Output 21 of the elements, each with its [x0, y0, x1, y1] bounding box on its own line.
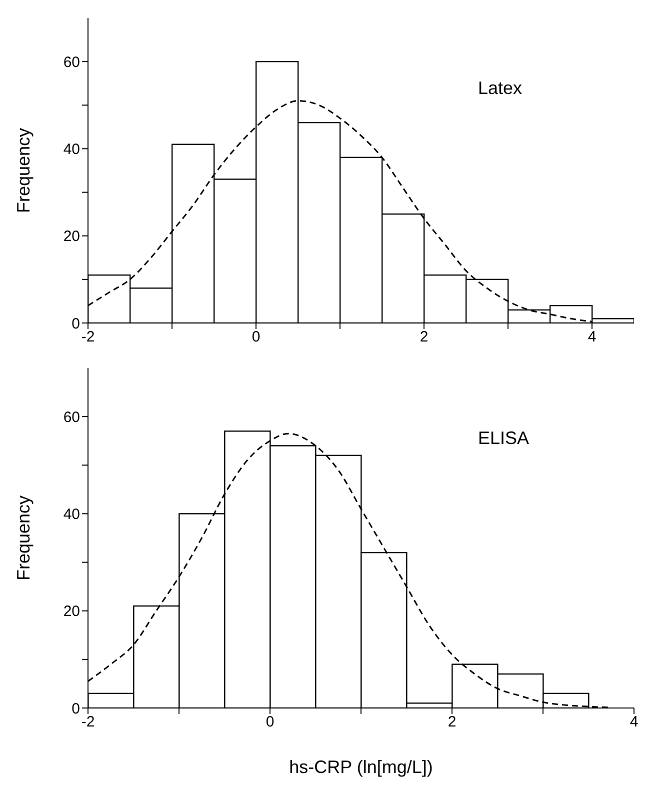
y-axis-title: Frequency: [13, 495, 34, 581]
y-tick-label: 40: [63, 141, 80, 158]
annotation: ELISA: [478, 428, 530, 449]
x-tick-label: 0: [252, 328, 260, 346]
x-axis-title: hs-CRP (ln[mg/L]): [289, 757, 433, 777]
x-tick-label: 2: [420, 328, 428, 346]
x-tick-label: 4: [588, 328, 596, 346]
x-tick-label: -2: [81, 328, 95, 346]
x-tick-label: -2: [81, 714, 95, 731]
x-tick-label: 2: [448, 714, 456, 731]
x-tick-label: 4: [630, 714, 638, 731]
y-tick-label: 60: [63, 408, 80, 426]
y-tick-label: 20: [63, 603, 80, 620]
y-tick-label: 0: [72, 315, 80, 332]
y-tick-label: 0: [72, 700, 80, 718]
x-tick-label: 0: [266, 714, 274, 731]
y-tick-label: 60: [63, 54, 80, 71]
y-axis-title: Frequency: [13, 128, 34, 214]
annotation: Latex: [478, 78, 522, 99]
y-tick-label: 40: [63, 506, 80, 524]
y-tick-label: 20: [63, 228, 80, 246]
